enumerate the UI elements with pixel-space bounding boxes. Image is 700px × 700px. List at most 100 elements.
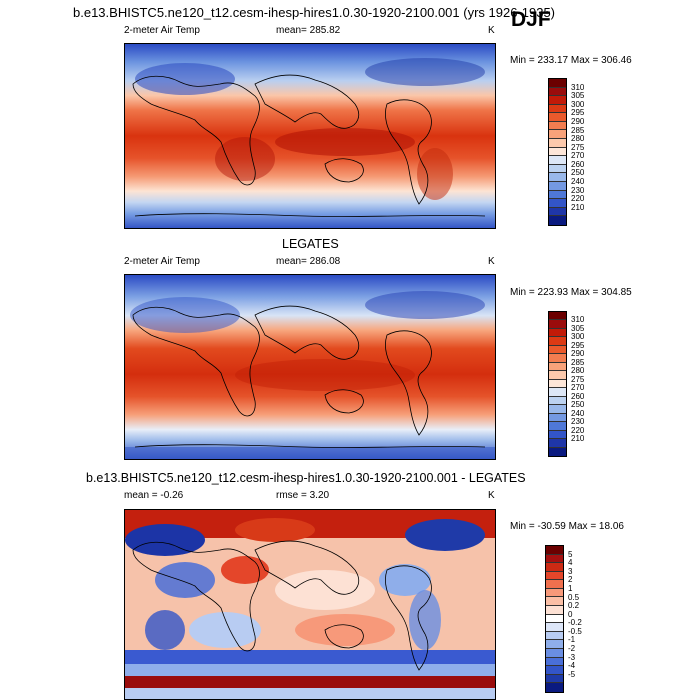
- colorbar-swatch: [549, 147, 566, 157]
- colorbar-swatch: [549, 320, 566, 329]
- panel1-map: [124, 43, 496, 229]
- colorbar-swatch: [546, 614, 563, 624]
- colorbar-tick-label: 305: [571, 91, 585, 101]
- colorbar-swatch: [546, 580, 563, 589]
- colorbar-swatch: [546, 546, 563, 555]
- panel1-minmax: Min = 233.17 Max = 306.46: [510, 55, 632, 66]
- colorbar-swatch: [549, 216, 566, 225]
- colorbar-swatch: [549, 79, 566, 88]
- colorbar-swatch: [549, 121, 566, 131]
- panel1-variable-label: 2-meter Air Temp: [124, 25, 200, 36]
- colorbar-swatch: [546, 623, 563, 632]
- colorbar-tick-label: 250: [571, 168, 585, 178]
- colorbar-swatch: [549, 439, 566, 448]
- colorbar-swatch: [546, 666, 563, 675]
- colorbar-swatch: [549, 396, 566, 406]
- colorbar-swatch: [546, 597, 563, 607]
- colorbar-swatch: [549, 173, 566, 182]
- colorbar-tick-label: 275: [571, 142, 585, 152]
- colorbar-tick-label: 300: [571, 99, 585, 109]
- colorbar-swatch: [546, 683, 563, 692]
- colorbar-swatch: [546, 631, 563, 641]
- colorbar-tick-label: 3: [568, 566, 573, 576]
- colorbar-tick-label: 4: [568, 558, 573, 568]
- colorbar-tick-label: 280: [571, 134, 585, 144]
- colorbar-swatch: [549, 199, 566, 208]
- colorbar-tick-label: 300: [571, 332, 585, 342]
- colorbar-swatch: [546, 588, 563, 598]
- colorbar-swatch: [549, 388, 566, 397]
- colorbar-swatch: [546, 563, 563, 572]
- colorbar-swatch: [549, 96, 566, 105]
- colorbar-tick-label: 290: [571, 349, 585, 359]
- panel3-rmse-label: rmse = 3.20: [276, 490, 330, 501]
- colorbar-tick-label: 270: [571, 151, 585, 161]
- panel3-heading: b.e13.BHISTC5.ne120_t12.cesm-ihesp-hires…: [86, 471, 526, 485]
- panel2-variable-label: 2-meter Air Temp: [124, 256, 200, 267]
- colorbar-swatch: [549, 354, 566, 363]
- colorbar-swatch: [549, 371, 566, 380]
- panel3-colorbar: [545, 545, 564, 693]
- colorbar-swatch: [549, 379, 566, 389]
- colorbar-swatch: [549, 87, 566, 97]
- colorbar-tick-label: 0.5: [568, 592, 580, 602]
- panel2-minmax: Min = 223.93 Max = 304.85: [510, 287, 632, 298]
- colorbar-swatch: [549, 422, 566, 431]
- colorbar-swatch: [549, 104, 566, 114]
- colorbar-swatch: [549, 337, 566, 346]
- colorbar-tick-label: 5: [568, 549, 573, 559]
- colorbar-tick-label: 230: [571, 185, 585, 195]
- colorbar-tick-label: 270: [571, 383, 585, 393]
- colorbar-swatch: [546, 648, 563, 658]
- panel2-mean-label: mean= 286.08: [276, 256, 341, 267]
- colorbar-tick-label: 230: [571, 417, 585, 427]
- panel3-mean-label: mean = -0.26: [124, 490, 184, 501]
- colorbar-tick-label: 220: [571, 194, 585, 204]
- colorbar-tick-label: 0.2: [568, 601, 580, 611]
- colorbar-swatch: [549, 139, 566, 148]
- colorbar-tick-label: 250: [571, 400, 585, 410]
- colorbar-swatch: [546, 674, 563, 684]
- colorbar-tick-label: 290: [571, 116, 585, 126]
- colorbar-swatch: [549, 312, 566, 321]
- colorbar-tick-label: -0.2: [568, 618, 582, 628]
- season-label: DJF: [511, 8, 551, 31]
- colorbar-swatch: [546, 571, 563, 581]
- colorbar-tick-label: 310: [571, 315, 585, 325]
- panel2-colorbar: [548, 311, 567, 457]
- panel2-heading: LEGATES: [282, 237, 339, 251]
- colorbar-swatch: [549, 430, 566, 440]
- colorbar-swatch: [549, 447, 566, 456]
- colorbar-tick-label: 280: [571, 366, 585, 376]
- colorbar-swatch: [549, 207, 566, 217]
- colorbar-tick-label: 260: [571, 159, 585, 169]
- panel3-units-label: K: [488, 490, 495, 501]
- colorbar-tick-label: -2: [568, 644, 576, 654]
- colorbar-tick-label: -1: [568, 635, 576, 645]
- colorbar-swatch: [549, 130, 566, 140]
- colorbar-swatch: [549, 190, 566, 200]
- figure-title: b.e13.BHISTC5.ne120_t12.cesm-ihesp-hires…: [73, 5, 556, 20]
- panel1-colorbar: [548, 78, 567, 226]
- colorbar-tick-label: 210: [571, 434, 585, 444]
- colorbar-swatch: [546, 640, 563, 649]
- colorbar-tick-label: 2: [568, 575, 573, 585]
- colorbar-swatch: [549, 345, 566, 355]
- colorbar-swatch: [549, 328, 566, 338]
- colorbar-swatch: [546, 554, 563, 564]
- colorbar-tick-label: 260: [571, 391, 585, 401]
- colorbar-tick-label: 1: [568, 583, 573, 593]
- panel3-minmax: Min = -30.59 Max = 18.06: [510, 521, 624, 532]
- colorbar-tick-label: 310: [571, 82, 585, 92]
- colorbar-swatch: [549, 113, 566, 122]
- panel2-map: [124, 274, 496, 460]
- colorbar-tick-label: -3: [568, 652, 576, 662]
- colorbar-tick-label: 220: [571, 425, 585, 435]
- colorbar-swatch: [549, 181, 566, 191]
- colorbar-tick-label: 295: [571, 340, 585, 350]
- colorbar-tick-label: 210: [571, 202, 585, 212]
- colorbar-tick-label: 295: [571, 108, 585, 118]
- colorbar-swatch: [549, 164, 566, 174]
- colorbar-tick-label: 0: [568, 609, 573, 619]
- colorbar-tick-label: -0.5: [568, 626, 582, 636]
